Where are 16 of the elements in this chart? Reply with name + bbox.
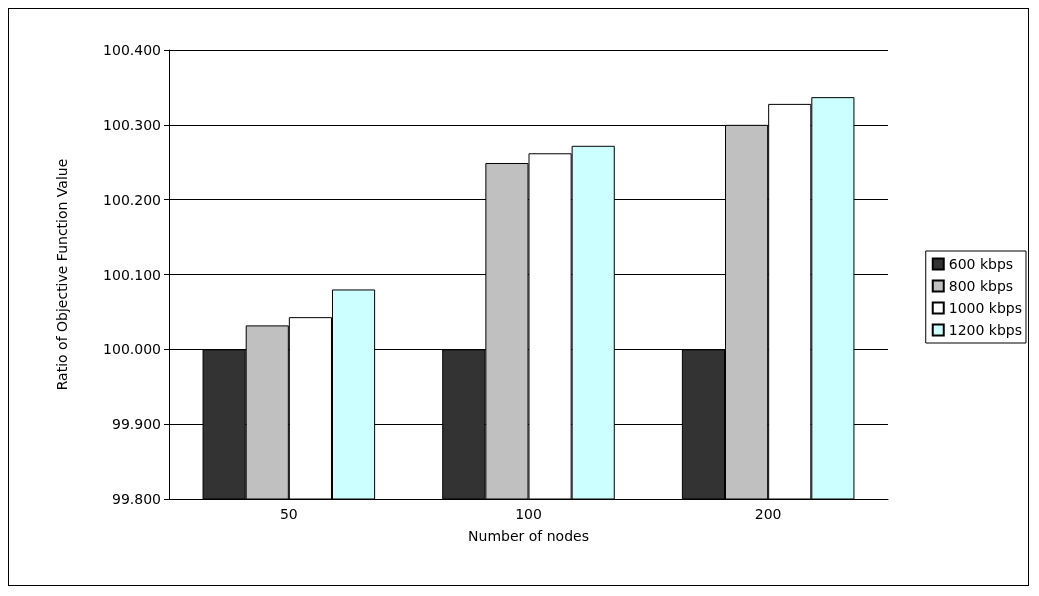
legend-label: 800 kbps [948,278,1014,294]
y-axis-title: Ratio of Objective Function Value [54,158,70,391]
legend-label: 1000 kbps [948,300,1023,316]
y-tick-label: 100.100 [103,266,161,283]
y-tick-label: 99.800 [112,491,161,507]
y-tick-label: 100.000 [103,341,161,358]
x-tick-label: 200 [754,506,782,522]
y-tick-label: 100.400 [103,42,161,58]
legend-label: 1200 kbps [948,322,1023,338]
y-tick-label: 99.900 [112,416,161,433]
y-tick-label: 100.300 [103,116,161,133]
legend-label: 600 kbps [948,256,1014,272]
x-tick-label: 50 [279,506,298,522]
y-tick-label: 100.200 [103,191,161,208]
x-tick-label: 100 [515,506,542,522]
x-axis-title: Number of nodes [468,528,589,544]
